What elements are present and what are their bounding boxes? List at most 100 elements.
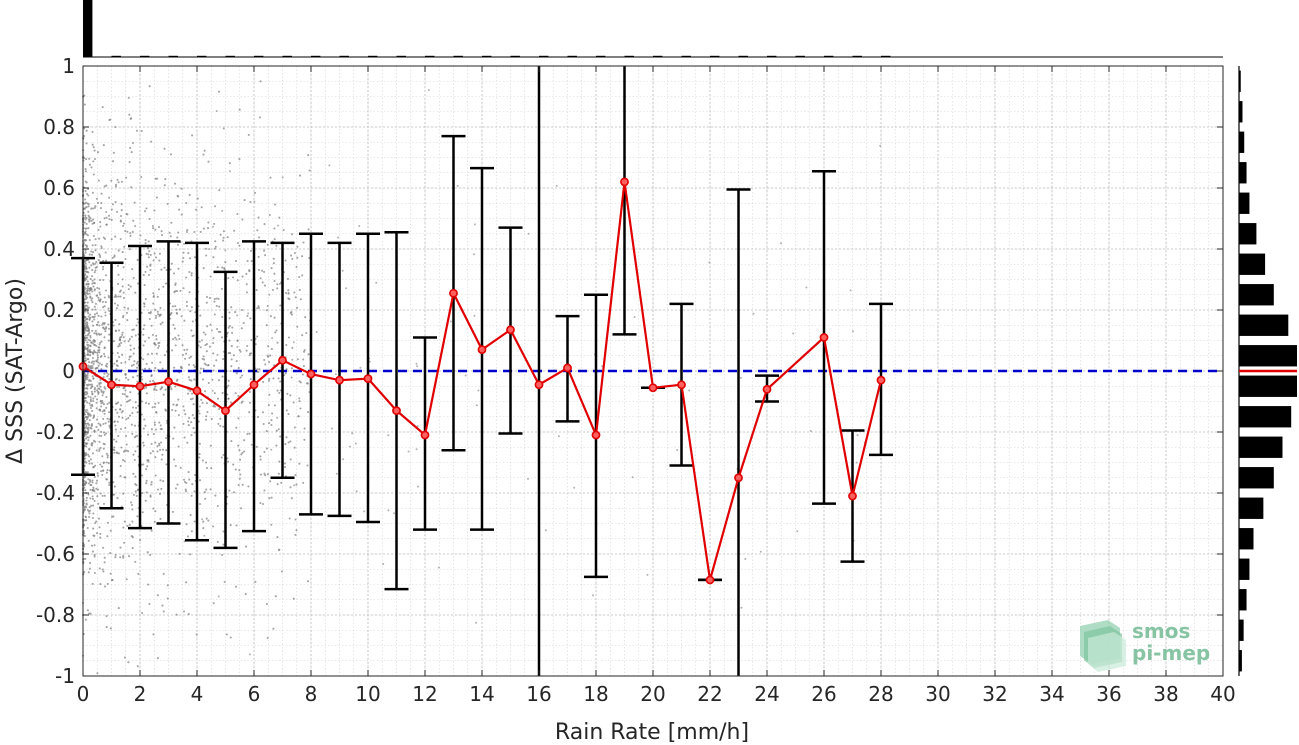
scatter-point [852,330,854,333]
scatter-point [132,406,135,409]
scatter-point [105,259,108,262]
scatter-point [83,505,87,508]
scatter-point [307,154,310,157]
scatter-point [150,374,153,377]
scatter-point [84,265,87,268]
scatter-point [99,341,102,344]
scatter-point [273,279,276,283]
scatter-point [130,501,133,504]
scatter-point [84,437,88,440]
scatter-point [94,464,97,467]
scatter-point [139,234,142,237]
scatter-point [147,402,150,405]
scatter-point [112,448,115,451]
scatter-point [85,442,88,446]
scatter-point [205,517,208,520]
scatter-point [94,238,97,241]
scatter-point [106,582,109,585]
scatter-point [139,539,142,542]
top-histogram-bar [738,55,748,57]
scatter-point [177,445,180,448]
scatter-point [86,350,89,353]
scatter-point [296,325,299,328]
scatter-point [91,191,94,194]
scatter-point [91,320,94,323]
scatter-point [131,328,134,331]
scatter-point [273,316,276,319]
scatter-point [93,553,96,556]
scatter-point [126,400,129,403]
scatter-point [188,291,191,294]
scatter-point [86,307,89,310]
scatter-point [247,133,250,136]
scatter-point [91,375,94,378]
scatter-point [102,326,105,329]
scatter-point [220,287,223,290]
mean-point [249,380,259,390]
scatter-point [116,401,120,404]
scatter-point [477,389,480,392]
scatter-point [128,248,131,251]
mean-point [164,377,173,387]
scatter-point [124,389,127,392]
scatter-point [248,390,251,394]
scatter-point [231,326,234,329]
scatter-point [90,423,93,426]
scatter-point [90,288,93,291]
scatter-point [129,355,132,358]
scatter-point [84,376,87,380]
scatter-point [177,231,180,234]
scatter-point [261,411,265,414]
scatter-point [85,503,88,506]
scatter-point [456,184,459,187]
scatter-point [83,239,86,242]
scatter-point [182,610,186,613]
scatter-point [91,582,94,585]
scatter-point [164,388,167,391]
scatter-point [155,196,158,199]
scatter-point [144,238,147,242]
scatter-point [102,442,105,445]
scatter-point [262,380,265,383]
scatter-point [95,260,98,264]
scatter-point [88,253,91,256]
scatter-point [98,440,101,443]
top-histogram-bar [425,55,435,57]
scatter-point [145,482,148,485]
scatter-point [97,349,100,352]
scatter-point [83,221,86,224]
scatter-point [90,219,93,222]
scatter-point [100,434,103,437]
scatter-point [116,364,119,367]
scatter-point [178,308,181,311]
scatter-point [91,352,95,355]
scatter-point [96,672,99,675]
scatter-point [110,238,113,241]
scatter-point [99,293,102,296]
scatter-point [161,234,164,237]
scatter-point [212,341,215,345]
scatter-point [131,376,135,379]
scatter-point [87,426,90,429]
scatter-point [415,362,418,365]
scatter-point [189,310,192,313]
scatter-point [222,358,225,361]
scatter-point [89,404,92,407]
scatter-point [174,409,177,412]
scatter-point [212,405,215,408]
scatter-point [257,305,260,308]
scatter-point [102,546,105,549]
scatter-point [146,265,149,268]
scatter-point [273,404,276,407]
scatter-point [86,293,89,296]
scatter-point [143,367,147,370]
scatter-point [91,356,94,360]
scatter-point [141,378,144,381]
scatter-point [290,497,293,500]
scatter-point [94,329,97,332]
scatter-point [151,379,155,382]
scatter-point [123,656,126,659]
scatter-point [298,174,302,177]
scatter-point [171,349,174,352]
scatter-point [133,424,137,427]
